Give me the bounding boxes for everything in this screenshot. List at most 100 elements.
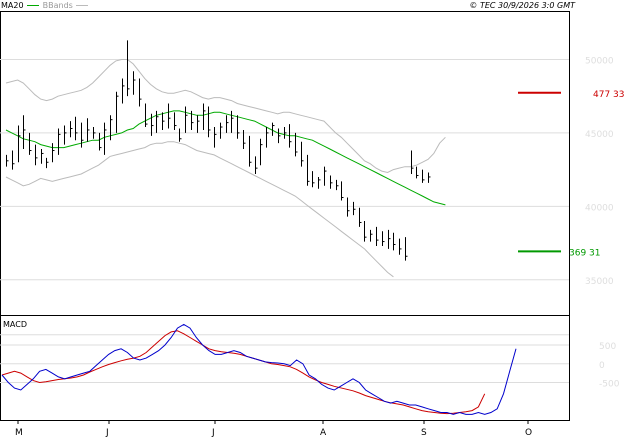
ohlc-bar bbox=[370, 229, 373, 242]
ohlc-bar bbox=[249, 135, 252, 167]
ohlc-bar bbox=[208, 106, 211, 138]
ohlc-bar bbox=[81, 122, 84, 148]
ohlc-bar bbox=[318, 176, 321, 189]
ohlc-bar bbox=[151, 113, 154, 136]
ohlc-bar bbox=[341, 181, 344, 201]
ohlc-bar bbox=[422, 169, 425, 183]
price-panel-frame bbox=[0, 11, 570, 316]
ohlc-bar bbox=[214, 127, 217, 148]
ohlc-bar bbox=[405, 237, 408, 261]
ohlc-bar bbox=[411, 150, 414, 175]
ohlc-bar bbox=[231, 110, 234, 133]
macd-tick-label: 0 bbox=[599, 361, 605, 371]
ohlc-bar bbox=[110, 115, 113, 141]
macd-title: MACD bbox=[3, 320, 27, 329]
ohlc-bar bbox=[122, 78, 125, 104]
ohlc-bar bbox=[35, 144, 38, 166]
ohlc-bar bbox=[243, 129, 246, 150]
ohlc-bar bbox=[197, 115, 200, 133]
macd-tick-label: 500 bbox=[599, 342, 616, 352]
ohlc-bar bbox=[29, 132, 32, 155]
ohlc-bar bbox=[289, 124, 292, 148]
signal-line bbox=[1, 330, 486, 415]
ohlc-bar bbox=[278, 128, 281, 144]
x-tick-label: A bbox=[320, 428, 327, 438]
ohlc-bar bbox=[133, 71, 136, 95]
ma20-line bbox=[5, 110, 446, 206]
ohlc-bar bbox=[416, 166, 419, 179]
legend-ma-swatch bbox=[27, 5, 40, 6]
ohlc-bar bbox=[99, 132, 102, 151]
ohlc-bar bbox=[336, 179, 339, 191]
ohlc-bar bbox=[382, 231, 385, 246]
ohlc-bar bbox=[64, 125, 67, 145]
ohlc-bar bbox=[324, 166, 327, 186]
ohlc-bar bbox=[12, 150, 15, 170]
ohlc-bar bbox=[307, 154, 310, 186]
ohlc-bar bbox=[226, 115, 229, 133]
macd-tick-label: -500 bbox=[599, 380, 620, 390]
ohlc-bar bbox=[399, 238, 402, 255]
upper-band-line bbox=[5, 59, 446, 174]
ohlc-bar bbox=[260, 138, 263, 166]
ohlc-bar bbox=[174, 112, 177, 130]
ohlc-bar bbox=[6, 154, 9, 167]
price-tick-label: 35000 bbox=[585, 277, 614, 287]
ohlc-bar bbox=[295, 132, 298, 157]
ohlc-bar bbox=[191, 110, 194, 130]
ohlc-bar bbox=[168, 103, 171, 129]
macd-panel-frame bbox=[0, 315, 570, 421]
ohlc-bar bbox=[87, 118, 90, 142]
x-tick-label: J bbox=[105, 428, 109, 438]
ohlc-bar bbox=[179, 128, 182, 142]
ohlc-bar bbox=[139, 78, 142, 107]
ohlc-bar bbox=[347, 197, 350, 217]
ohlc-bar bbox=[364, 221, 367, 242]
resistance-label: 477 33 bbox=[593, 90, 625, 100]
ohlc-bar bbox=[266, 127, 269, 148]
ohlc-bar bbox=[127, 40, 130, 97]
legend-bb-label: BBands bbox=[42, 1, 73, 10]
x-tick-label: O bbox=[525, 428, 532, 438]
copyright-stamp: © TEC 30/9/2026 3:0 GMT bbox=[469, 1, 575, 10]
ohlc-bar bbox=[156, 110, 159, 133]
ohlc-bar bbox=[116, 91, 119, 133]
ohlc-bar bbox=[162, 112, 165, 130]
ohlc-bar bbox=[185, 106, 188, 133]
ohlc-bar bbox=[284, 127, 287, 139]
x-tick-label: J bbox=[211, 428, 215, 438]
ohlc-bar bbox=[301, 141, 304, 167]
ohlc-bar bbox=[220, 122, 223, 139]
price-tick-label: 40000 bbox=[585, 203, 614, 213]
ohlc-bar bbox=[145, 103, 148, 128]
ohlc-bar bbox=[23, 115, 26, 150]
ohlc-bar bbox=[393, 232, 396, 251]
ohlc-bar bbox=[203, 103, 206, 130]
ohlc-bar bbox=[312, 171, 315, 188]
support-label: 369 31 bbox=[569, 248, 601, 258]
legend-bb-swatch bbox=[76, 5, 89, 6]
ohlc-bar bbox=[388, 229, 391, 249]
ohlc-bar bbox=[52, 143, 55, 163]
ohlc-bar bbox=[353, 201, 356, 216]
ohlc-bar bbox=[18, 125, 21, 163]
ohlc-bar bbox=[428, 172, 431, 183]
ohlc-bar bbox=[104, 122, 107, 155]
macd-line bbox=[1, 323, 517, 415]
ohlc-bar bbox=[58, 128, 61, 155]
price-tick-label: 45000 bbox=[585, 130, 614, 140]
ohlc-bar bbox=[330, 175, 333, 189]
ohlc-bar bbox=[41, 149, 44, 164]
legend: MA20 BBands bbox=[1, 1, 89, 10]
ohlc-bar bbox=[237, 115, 240, 139]
legend-ma-label: MA20 bbox=[1, 1, 24, 10]
lower-band-line bbox=[5, 141, 394, 278]
ohlc-bar bbox=[272, 122, 275, 136]
ohlc-bar bbox=[376, 226, 379, 246]
ohlc-bar bbox=[46, 157, 49, 169]
ohlc-bar bbox=[359, 207, 362, 227]
ohlc-bar bbox=[255, 156, 258, 175]
ohlc-bar bbox=[93, 127, 96, 139]
